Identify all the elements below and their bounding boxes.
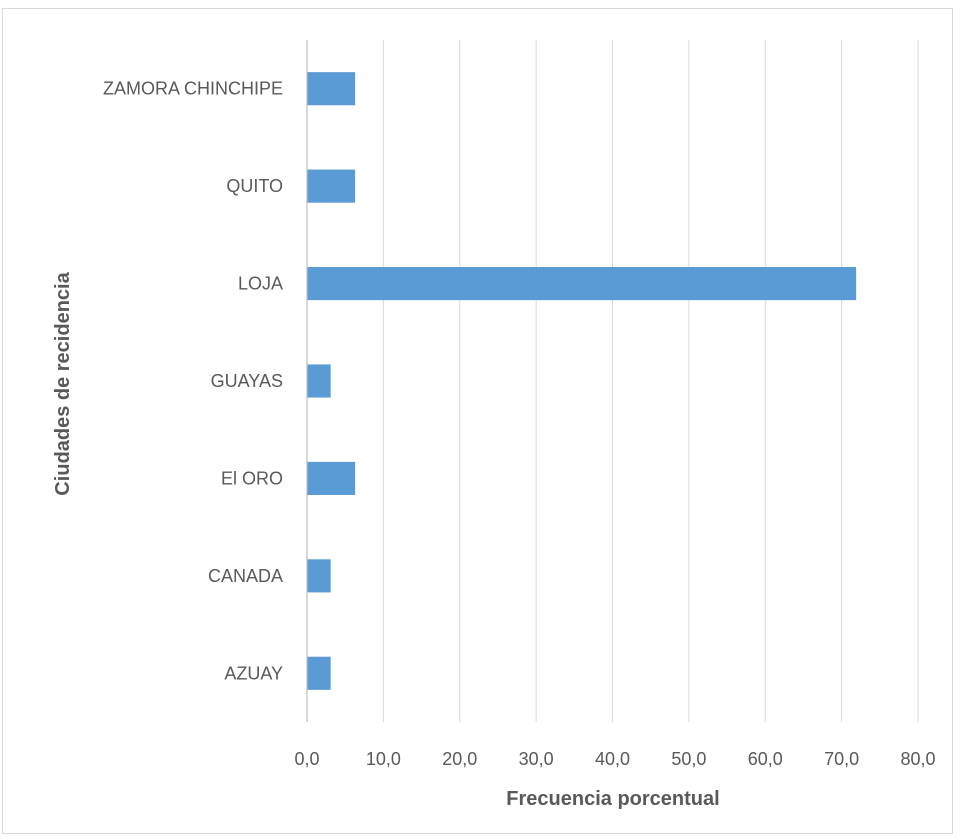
x-tick-label: 60,0 <box>748 749 783 769</box>
bar <box>307 267 857 301</box>
x-tick-labels: 0,0 10,0 20,0 30,0 40,0 50,0 60,0 70,0 80,0 <box>294 749 935 769</box>
bar <box>307 559 331 593</box>
x-tick-label: 30,0 <box>519 749 554 769</box>
x-tick-label: 80,0 <box>900 749 935 769</box>
bars <box>307 72 857 690</box>
x-tick-label: 10,0 <box>366 749 401 769</box>
chart-frame <box>2 8 953 834</box>
category-labels: AZUAY CANADA El ORO GUAYAS LOJA QUITO ZAMORA C… <box>103 79 283 684</box>
category-label: CANADA <box>208 566 283 586</box>
category-label: ZAMORA CHINCHIPE <box>103 79 283 99</box>
x-tick-label: 70,0 <box>824 749 859 769</box>
category-label: LOJA <box>238 274 283 294</box>
bar <box>307 656 331 690</box>
bar <box>307 169 356 203</box>
x-tick-label: 40,0 <box>595 749 630 769</box>
x-tick-label: 0,0 <box>294 749 319 769</box>
category-label: El ORO <box>221 468 283 488</box>
bar <box>307 72 356 106</box>
y-axis-title: Ciudades de recidencia <box>52 271 74 495</box>
x-tick-label: 50,0 <box>671 749 706 769</box>
x-tick-label: 20,0 <box>442 749 477 769</box>
category-label: AZUAY <box>224 663 283 683</box>
category-label: GUAYAS <box>211 371 283 391</box>
category-label: QUITO <box>226 176 283 196</box>
gridlines <box>382 40 919 722</box>
x-axis-title: Frecuencia porcentual <box>506 788 719 810</box>
bar <box>307 461 356 495</box>
bar <box>307 364 331 398</box>
